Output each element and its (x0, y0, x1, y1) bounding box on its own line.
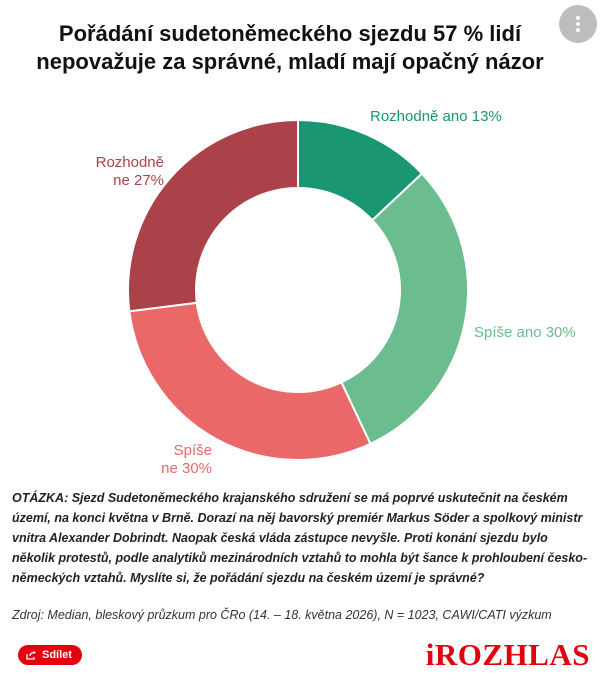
donut-chart: Rozhodně ano 13% Spíše ano 30% Spíše ne 30%… (96, 108, 576, 477)
donut-slice-2[interactable] (340, 172, 469, 446)
donut-slice-3[interactable] (128, 301, 372, 461)
slice-label-3: Spíše ne 30% (161, 442, 212, 477)
survey-question: OTÁZKA: Sjezd Sudetoněmeckého krajanskéh… (12, 491, 588, 585)
share-icon (26, 650, 36, 660)
irozhlas-logo[interactable]: iROZHLAS (425, 637, 590, 672)
source-note: Zdroj: Median, bleskový průzkum pro ČRo … (12, 608, 552, 622)
share-label: Sdílet (42, 649, 72, 661)
more-vertical-icon (576, 16, 580, 32)
share-button[interactable]: Sdílet (18, 645, 82, 665)
chart-title: Pořádání sudetoněmeckého sjezdu 57 % lid… (36, 21, 544, 74)
slice-label-4: Rozhodně ne 27% (96, 154, 164, 189)
donut-slice-4[interactable] (126, 118, 299, 313)
slice-label-2: Spíše ano 30% (474, 324, 576, 341)
chart-menu-button[interactable] (559, 5, 597, 43)
slice-label-1: Rozhodně ano 13% (370, 108, 502, 125)
